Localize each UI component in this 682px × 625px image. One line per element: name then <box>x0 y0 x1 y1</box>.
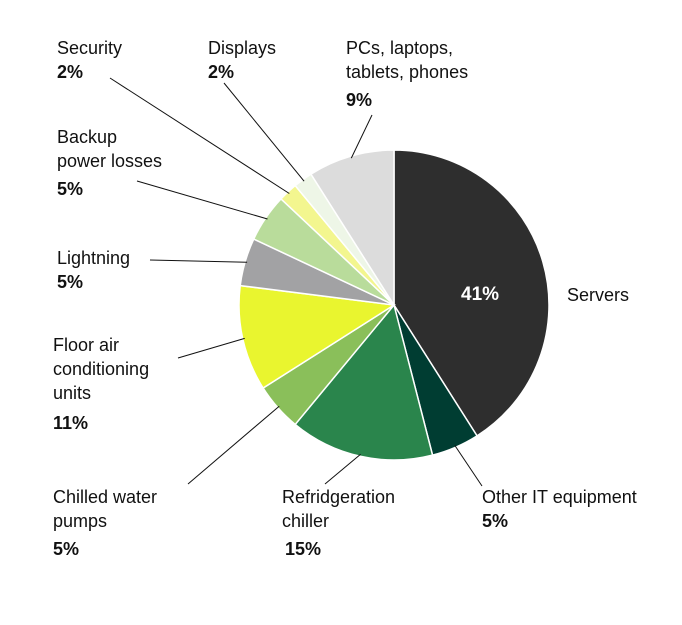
label-percent: 5% <box>57 179 84 199</box>
slice-servers <box>393 149 550 437</box>
label-security: Security 2% <box>57 36 122 84</box>
label-name: Displays <box>208 38 277 58</box>
leader-line-security <box>109 77 290 194</box>
label-servers: Servers <box>567 283 629 307</box>
label-percent: 11% <box>53 413 89 433</box>
label-backup-power-losses: Backup power losses 5% <box>57 125 162 201</box>
label-name: PCs, laptops, tablets, phones <box>346 38 469 82</box>
leader-line-backup-power-losses <box>136 180 268 220</box>
label-name: Backup power losses <box>57 127 163 171</box>
leader-line-other-it-equipment <box>454 445 483 487</box>
leader-line-pcs-laptops-tablets-phones <box>350 114 373 159</box>
label-percent: 5% <box>57 272 84 292</box>
label-name: Other IT equipment <box>482 487 637 507</box>
leader-line-floor-air-conditioning-units <box>177 337 245 359</box>
label-name: Chilled water pumps <box>53 487 158 531</box>
label-chilled-water-pumps: Chilled water pumps 5% <box>53 485 157 561</box>
label-percent: 2% <box>57 62 84 82</box>
slice-refrigeration-chiller <box>294 303 434 461</box>
label-name: Refridgeration chiller <box>282 487 396 531</box>
leader-line-displays <box>223 82 305 182</box>
label-refrigeration-chiller: Refridgeration chiller 15% <box>282 485 395 561</box>
slice-pcs-laptops-tablets-phones <box>309 149 395 308</box>
label-percent: 5% <box>53 539 80 559</box>
slice-value-label-servers: 41% <box>461 284 500 305</box>
label-percent: 5% <box>482 511 509 531</box>
label-name: Lightning <box>57 248 131 268</box>
label-name: Servers <box>567 285 630 305</box>
label-percent: 2% <box>208 62 235 82</box>
label-other-it-equipment: Other IT equipment 5% <box>482 485 637 533</box>
label-name: Floor air conditioning units <box>53 335 150 403</box>
label-percent: 15% <box>285 539 322 559</box>
leader-line-lightning <box>149 259 248 263</box>
pie-slices <box>238 149 550 461</box>
label-displays: Displays 2% <box>208 36 276 84</box>
leader-lines <box>109 77 483 487</box>
label-pcs-laptops-tablets-phones: PCs, laptops, tablets, phones 9% <box>346 36 468 112</box>
label-percent: 9% <box>346 90 373 110</box>
label-lightning: Lightning 5% <box>57 246 130 294</box>
label-floor-air-conditioning-units: Floor air conditioning units 11% <box>53 333 149 435</box>
leader-line-chilled-water-pumps <box>187 405 280 485</box>
leader-line-refrigeration-chiller <box>324 453 361 485</box>
label-name: Security <box>57 38 123 58</box>
